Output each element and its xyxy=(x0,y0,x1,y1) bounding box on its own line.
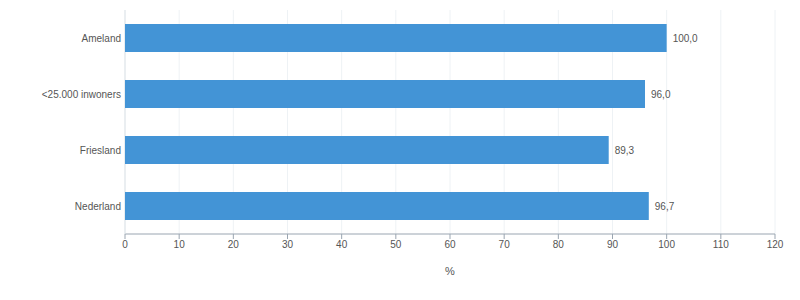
chart-svg: 0 10 20 30 40 50 60 70 80 90 100 110 120 Ameland <25.0… xyxy=(0,0,800,300)
bar xyxy=(125,192,649,220)
data-label: 96,7 xyxy=(655,201,675,212)
category-label: Ameland xyxy=(82,33,121,44)
bars xyxy=(125,24,667,220)
tick-label: 0 xyxy=(122,239,128,250)
tick-label: 100 xyxy=(658,239,675,250)
tick-label: 80 xyxy=(553,239,565,250)
grid-line xyxy=(775,10,776,234)
category-label: Nederland xyxy=(75,201,121,212)
grid-line xyxy=(720,10,721,234)
bar xyxy=(125,24,667,52)
tick-label: 60 xyxy=(444,239,456,250)
tick-label: 10 xyxy=(174,239,186,250)
tick-label: 70 xyxy=(499,239,511,250)
category-label: Friesland xyxy=(80,145,121,156)
tick-label: 30 xyxy=(282,239,294,250)
bar xyxy=(125,136,609,164)
axis-title: % xyxy=(445,265,455,277)
tick-label: 120 xyxy=(767,239,784,250)
data-label: 100,0 xyxy=(673,33,698,44)
tick-label: 40 xyxy=(336,239,348,250)
category-label: <25.000 inwoners xyxy=(42,89,121,100)
data-label: 89,3 xyxy=(615,145,635,156)
x-axis-line xyxy=(125,234,775,235)
tick-label: 110 xyxy=(713,239,729,250)
chart-container: 0 10 20 30 40 50 60 70 80 90 100 110 120 Ameland <25.0… xyxy=(0,0,800,300)
data-label: 96,0 xyxy=(651,89,671,100)
tick-label: 50 xyxy=(390,239,402,250)
bar xyxy=(125,80,645,108)
grid xyxy=(125,10,775,234)
tick-label: 90 xyxy=(607,239,619,250)
tick-label: 20 xyxy=(228,239,240,250)
